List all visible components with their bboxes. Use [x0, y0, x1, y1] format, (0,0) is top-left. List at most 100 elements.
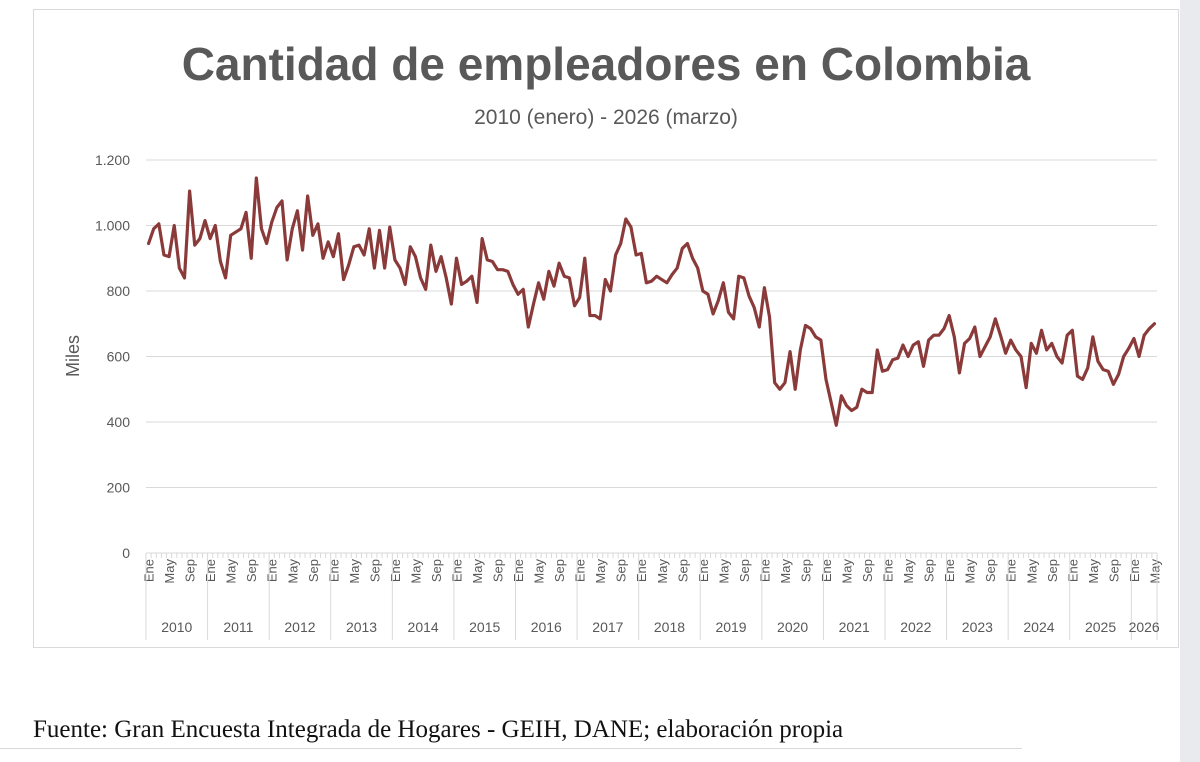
data-point	[666, 282, 668, 284]
x-month-label: Ene	[634, 559, 649, 582]
x-year-label: 2017	[592, 619, 623, 635]
data-point	[1107, 370, 1109, 372]
data-point	[897, 357, 899, 359]
x-month-label: Ene	[819, 559, 834, 582]
data-point	[763, 287, 765, 289]
x-year-label: 2024	[1023, 619, 1054, 635]
data-point	[727, 311, 729, 313]
data-point	[322, 257, 324, 259]
data-point	[840, 395, 842, 397]
data-point	[558, 262, 560, 264]
data-point	[948, 314, 950, 316]
data-point	[1015, 349, 1017, 351]
data-point	[661, 278, 663, 280]
data-point	[342, 278, 344, 280]
data-point	[850, 409, 852, 411]
data-point	[686, 242, 688, 244]
data-point	[927, 339, 929, 341]
data-point	[553, 285, 555, 287]
x-year-label: 2018	[654, 619, 685, 635]
data-point	[702, 290, 704, 292]
y-tick-label: 800	[107, 283, 131, 299]
data-point	[912, 344, 914, 346]
data-point	[943, 327, 945, 329]
data-point	[399, 267, 401, 269]
x-year-label: 2010	[161, 619, 192, 635]
data-point	[281, 200, 283, 202]
data-point	[235, 231, 237, 233]
data-point	[717, 300, 719, 302]
x-month-label: Ene	[326, 559, 341, 582]
data-point	[609, 290, 611, 292]
data-point	[199, 237, 201, 239]
data-point	[784, 382, 786, 384]
data-point	[496, 269, 498, 271]
data-point	[517, 293, 519, 295]
data-point	[876, 349, 878, 351]
data-point	[1040, 329, 1042, 331]
data-point	[1045, 349, 1047, 351]
source-caption: Fuente: Gran Encuesta Integrada de Hogar…	[33, 716, 844, 743]
data-point	[974, 326, 976, 328]
data-point	[183, 277, 185, 279]
data-point	[696, 267, 698, 269]
x-year-label: 2014	[408, 619, 439, 635]
data-point	[1051, 342, 1053, 344]
chart-frame	[33, 9, 1179, 648]
data-point	[1081, 378, 1083, 380]
data-point	[758, 326, 760, 328]
data-point	[404, 283, 406, 285]
data-point	[527, 326, 529, 328]
data-point	[1056, 355, 1058, 357]
data-point	[276, 206, 278, 208]
data-point	[917, 341, 919, 343]
data-point	[984, 345, 986, 347]
data-point	[573, 305, 575, 307]
gridlines	[146, 159, 1157, 488]
x-month-label: Ene	[696, 559, 711, 582]
data-point	[1076, 375, 1078, 377]
x-month-label: Ene	[265, 559, 280, 582]
data-point	[301, 249, 303, 251]
y-axis-ticks: 0 200 400 600 800 1.000 1.200	[95, 152, 130, 561]
data-point	[938, 334, 940, 336]
data-point	[250, 257, 252, 259]
data-point	[219, 260, 221, 262]
bottom-divider	[0, 748, 1022, 749]
data-point	[712, 313, 714, 315]
x-year-label: 2016	[531, 619, 562, 635]
data-point	[383, 267, 385, 269]
data-point	[194, 244, 196, 246]
data-point	[337, 232, 339, 234]
data-point	[635, 254, 637, 256]
data-point	[378, 229, 380, 231]
data-point	[994, 318, 996, 320]
data-point	[158, 223, 160, 225]
data-point	[1112, 383, 1114, 385]
data-point	[1128, 347, 1130, 349]
data-point	[794, 388, 796, 390]
data-point	[1092, 336, 1094, 338]
data-point	[1102, 368, 1104, 370]
data-point	[168, 255, 170, 257]
data-point	[753, 306, 755, 308]
x-month-label: Sep	[614, 559, 629, 582]
data-point	[799, 349, 801, 351]
data-point	[332, 255, 334, 257]
data-point	[1061, 362, 1063, 364]
x-month-label: May	[285, 559, 300, 584]
right-edge-strip	[1180, 0, 1200, 762]
data-point	[866, 391, 868, 393]
y-tick-label: 0	[122, 545, 130, 561]
data-point	[630, 226, 632, 228]
data-point	[501, 269, 503, 271]
data-point	[1153, 323, 1155, 325]
x-month-label: Sep	[244, 559, 259, 582]
data-point	[830, 401, 832, 403]
data-point	[809, 327, 811, 329]
data-point	[1097, 360, 1099, 362]
x-month-label: May	[470, 559, 485, 584]
data-point	[691, 257, 693, 259]
x-year-label: 2023	[962, 619, 993, 635]
data-point	[1030, 342, 1032, 344]
